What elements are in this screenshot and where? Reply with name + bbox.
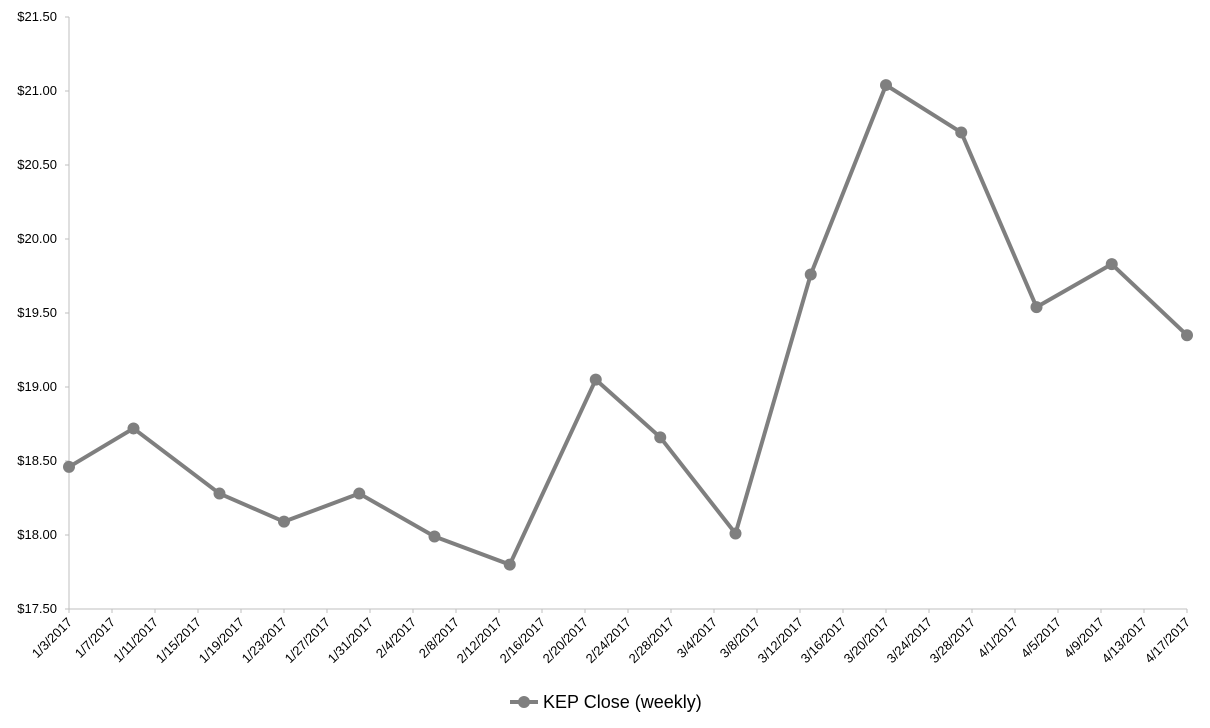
x-tick-label: 3/28/2017 xyxy=(927,615,979,667)
marker xyxy=(654,431,667,444)
x-tick-label: 1/15/2017 xyxy=(153,615,205,667)
x-tick-label: 1/3/2017 xyxy=(29,615,75,661)
x-tick-label: 2/24/2017 xyxy=(583,615,635,667)
legend-marker xyxy=(518,696,530,708)
x-tick-label: 1/23/2017 xyxy=(239,615,291,667)
x-tick-label: 3/4/2017 xyxy=(674,615,720,661)
marker xyxy=(1030,301,1043,314)
x-tick-label: 1/19/2017 xyxy=(196,615,248,667)
y-tick-label: $17.50 xyxy=(17,601,57,616)
marker xyxy=(213,487,226,500)
x-tick-label: 2/28/2017 xyxy=(626,615,678,667)
y-tick-label: $21.00 xyxy=(17,83,57,98)
marker xyxy=(428,530,441,543)
x-tick-label: 2/20/2017 xyxy=(540,615,592,667)
x-tick-label: 4/5/2017 xyxy=(1018,615,1064,661)
marker xyxy=(278,515,290,528)
marker xyxy=(729,527,742,540)
y-tick-label: $18.50 xyxy=(17,453,57,468)
legend-label: KEP Close (weekly) xyxy=(543,692,702,712)
marker xyxy=(1105,258,1118,271)
marker xyxy=(880,79,892,92)
marker xyxy=(503,558,516,571)
x-tick-label: 4/13/2017 xyxy=(1099,615,1151,667)
x-tick-label: 3/24/2017 xyxy=(884,615,936,667)
marker xyxy=(63,460,75,473)
x-tick-label: 1/27/2017 xyxy=(282,615,334,667)
marker xyxy=(1181,329,1193,342)
y-tick-label: $19.00 xyxy=(17,379,57,394)
line xyxy=(67,83,1189,567)
marker xyxy=(955,126,968,139)
marker xyxy=(127,422,140,435)
x-tick-label: 2/4/2017 xyxy=(373,615,419,661)
y-tick-label: $20.00 xyxy=(17,231,57,246)
x-tick-label: 3/20/2017 xyxy=(841,615,893,667)
marker xyxy=(589,373,602,386)
y-tick-label: $19.50 xyxy=(17,305,57,320)
x-tick-label: 2/12/2017 xyxy=(454,615,506,667)
marker xyxy=(804,268,817,281)
x-tick-label: 1/31/2017 xyxy=(325,615,377,667)
y-tick-label: $20.50 xyxy=(17,157,57,172)
x-tick-label: 3/16/2017 xyxy=(798,615,850,667)
y-tick-label: $18.00 xyxy=(17,527,57,542)
x-tick-label: 4/1/2017 xyxy=(975,615,1021,661)
x-tick-label: 1/11/2017 xyxy=(110,615,161,666)
x-tick-label: 3/12/2017 xyxy=(755,615,807,667)
marker xyxy=(353,487,366,500)
x-tick-label: 4/17/2017 xyxy=(1142,615,1194,667)
y-tick-label: $21.50 xyxy=(17,9,57,24)
x-tick-label: 2/16/2017 xyxy=(497,615,549,667)
